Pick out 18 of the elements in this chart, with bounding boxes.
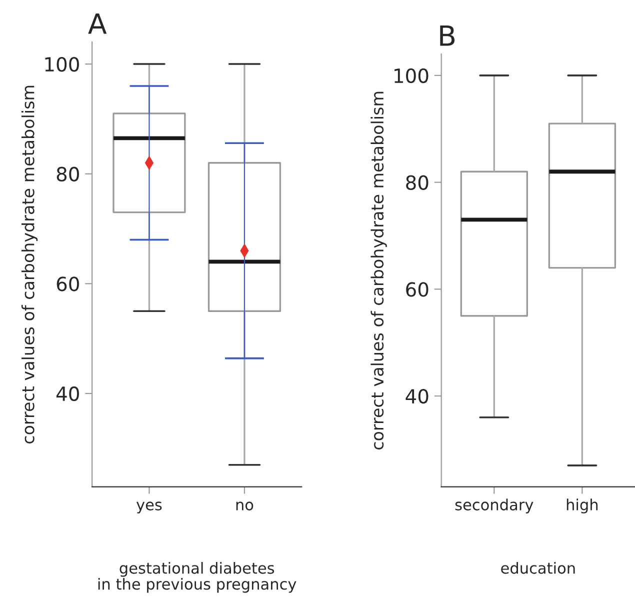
- chart-title: A: [88, 13, 107, 34]
- y-tick-label: 40: [56, 386, 79, 402]
- x-tick-label: no: [236, 502, 254, 510]
- x-axis-title: gestational diabetes in the previous pregnancy: [98, 562, 296, 593]
- y-tick-label: 80: [56, 166, 79, 182]
- x-axis-title: education: [501, 562, 575, 574]
- y-axis-title: correct values of carbohydrate metabolism: [370, 92, 387, 450]
- y-axis-title: correct values of carbohydrate metabolism: [21, 86, 38, 444]
- x-tick-label: yes: [136, 502, 162, 514]
- y-tick-label: 100: [394, 68, 428, 84]
- y-tick-label: 80: [406, 175, 428, 190]
- x-tick-label: high: [566, 498, 598, 514]
- y-tick-label: 40: [406, 388, 428, 404]
- y-tick-label: 60: [406, 282, 428, 297]
- y-tick-label: 60: [56, 276, 79, 292]
- x-tick-label: secondary: [455, 498, 534, 514]
- y-tick-label: 100: [45, 56, 79, 72]
- chart-title: B: [440, 26, 455, 46]
